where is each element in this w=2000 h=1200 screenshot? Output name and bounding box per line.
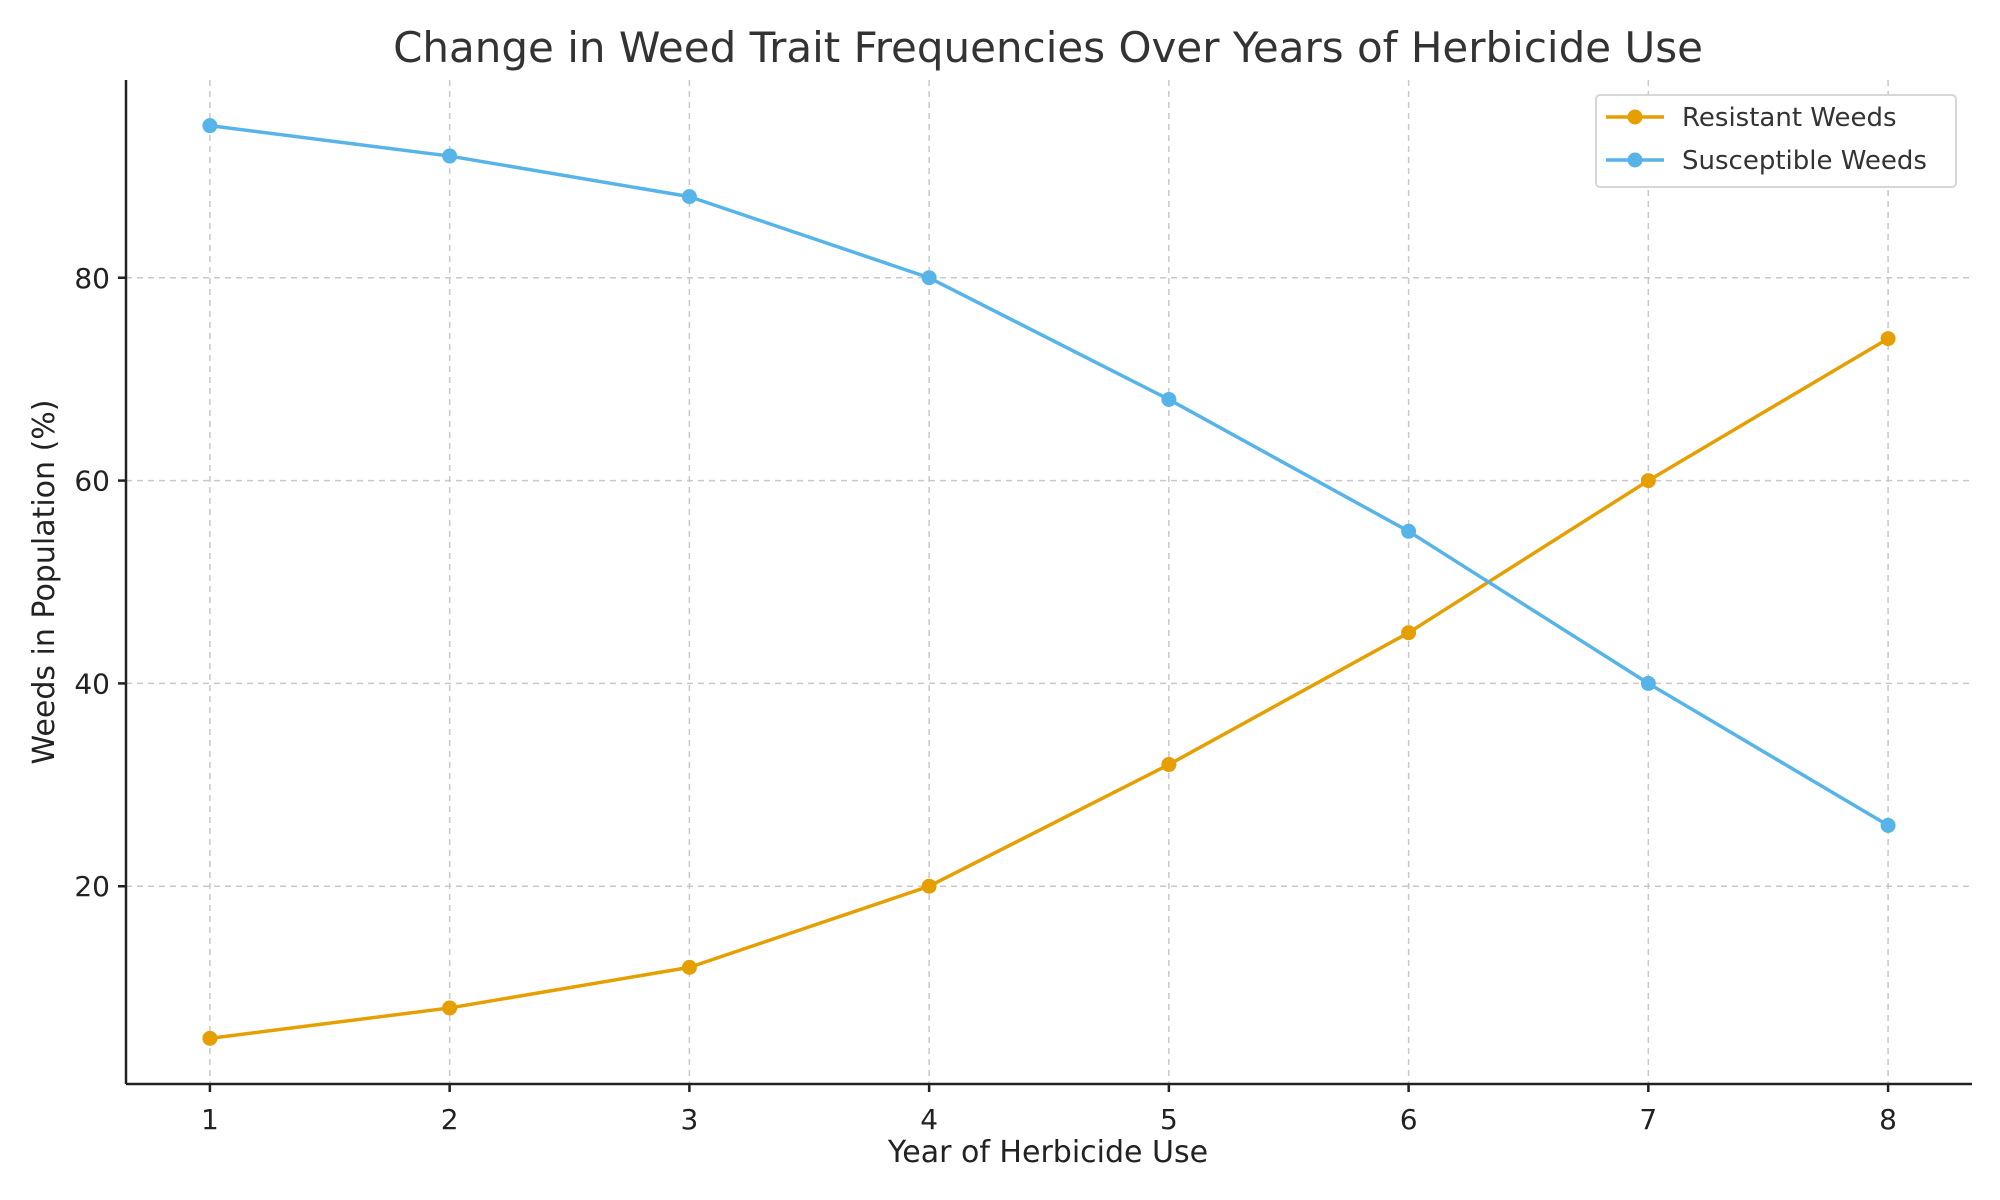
x-tick-label: 5 (1160, 1103, 1178, 1136)
data-point-resistant-weeds (681, 959, 697, 975)
data-point-susceptible-weeds (202, 118, 218, 134)
y-tick-label: 60 (74, 465, 110, 498)
data-point-susceptible-weeds (1401, 523, 1417, 539)
x-axis-ticks: 1 2 3 4 5 6 7 8 (201, 1084, 1897, 1136)
legend-box (1595, 94, 1957, 188)
data-point-susceptible-weeds (1880, 817, 1896, 833)
data-point-susceptible-weeds (1161, 391, 1177, 407)
legend-marker-susceptible (1627, 152, 1643, 168)
data-point-resistant-weeds (442, 1000, 458, 1016)
y-tick-label: 80 (74, 262, 110, 295)
data-point-resistant-weeds (921, 878, 937, 894)
x-tick-label: 4 (920, 1103, 938, 1136)
grid (126, 80, 1972, 1084)
x-tick-label: 3 (680, 1103, 698, 1136)
legend: Resistant Weeds Susceptible Weeds (1595, 94, 1957, 188)
x-tick-label: 1 (201, 1103, 219, 1136)
data-point-susceptible-weeds (681, 189, 697, 205)
legend-label-susceptible: Susceptible Weeds (1682, 146, 1927, 176)
x-tick-label: 7 (1639, 1103, 1657, 1136)
series-line-resistant-weeds (208, 336, 1890, 1041)
y-axis-ticks: 20 40 60 80 (74, 262, 126, 903)
y-tick-label: 20 (74, 870, 110, 903)
series-layer (202, 118, 1896, 1046)
chart-title: Change in Weed Trait Frequencies Over Ye… (393, 23, 1703, 72)
y-axis-label: Weeds in Population (%) (27, 400, 62, 765)
x-tick-label: 6 (1400, 1103, 1418, 1136)
data-point-resistant-weeds (1880, 331, 1896, 347)
x-tick-label: 8 (1879, 1103, 1897, 1136)
legend-item-resistant: Resistant Weeds (1606, 103, 1897, 133)
x-tick-label: 2 (441, 1103, 459, 1136)
series-line-susceptible-weeds (208, 123, 1890, 828)
data-point-resistant-weeds (202, 1030, 218, 1046)
data-point-susceptible-weeds (1640, 675, 1656, 691)
data-point-resistant-weeds (1401, 625, 1417, 641)
legend-item-susceptible: Susceptible Weeds (1606, 146, 1927, 176)
data-point-resistant-weeds (1161, 757, 1177, 773)
data-point-susceptible-weeds (921, 270, 937, 286)
legend-marker-resistant (1627, 109, 1643, 125)
x-axis-label: Year of Herbicide Use (887, 1135, 1208, 1170)
legend-label-resistant: Resistant Weeds (1682, 103, 1897, 133)
y-tick-label: 40 (74, 667, 110, 700)
data-point-resistant-weeds (1640, 473, 1656, 489)
data-point-susceptible-weeds (442, 148, 458, 164)
